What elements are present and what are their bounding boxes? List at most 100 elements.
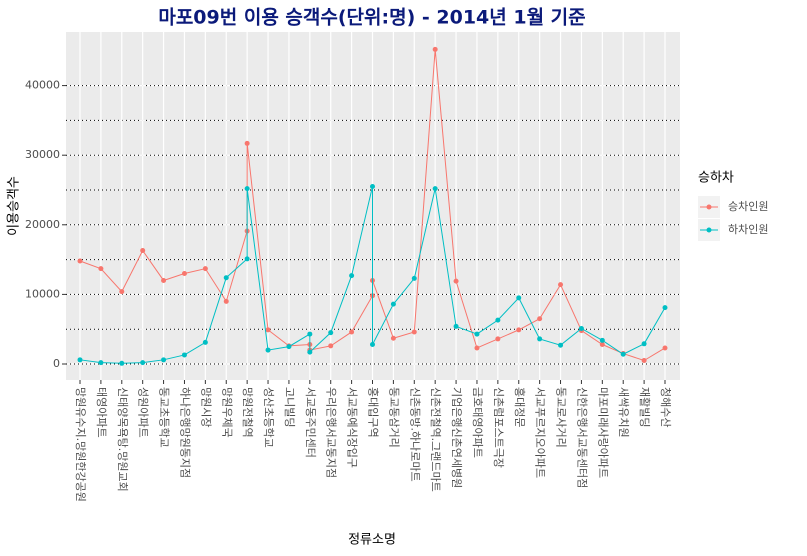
x-tick-label: 서교동주민센터 <box>304 387 317 458</box>
data-point <box>411 329 417 335</box>
x-tick-label: 망원우체국 <box>220 387 233 438</box>
data-point <box>537 336 543 342</box>
data-point <box>474 331 480 337</box>
data-point <box>537 316 543 322</box>
x-tick-label: 신한은행서교동센터점 <box>575 387 588 488</box>
data-point <box>578 325 584 331</box>
x-tick-label: 새싹유치원 <box>617 387 630 438</box>
data-point <box>202 266 208 272</box>
data-point <box>265 347 271 353</box>
y-axis-label: 이용승객수 <box>7 176 22 236</box>
data-point <box>349 329 355 335</box>
data-point <box>558 282 564 288</box>
legend-label: 하차인원 <box>728 222 768 236</box>
data-point <box>411 275 417 281</box>
x-tick-label: 신태양목욕탕.망원교회 <box>116 387 129 492</box>
data-point <box>370 342 375 348</box>
data-point <box>432 46 438 52</box>
x-tick-label: 성산초등학교 <box>262 387 275 448</box>
data-point <box>161 357 167 363</box>
x-tick-label: 신촌동방.하나로마트 <box>408 387 422 482</box>
x-tick-label: 금호태영아파트 <box>471 387 484 458</box>
series-line <box>79 186 666 364</box>
data-point <box>181 352 187 358</box>
data-point <box>140 248 146 254</box>
y-tick-label: 20000 <box>25 218 60 231</box>
y-tick-label: 40000 <box>25 79 60 92</box>
data-point <box>390 335 396 341</box>
data-point <box>599 342 605 348</box>
x-tick-label: 우리은행서교동지점 <box>325 387 338 478</box>
x-tick-label: 동교초등학교 <box>158 387 171 448</box>
data-point <box>662 305 668 311</box>
data-point <box>77 258 83 264</box>
data-point <box>558 342 564 348</box>
x-tick-label: 하나은행망원동지점 <box>178 387 192 478</box>
data-point <box>662 345 668 351</box>
legend-title: 승하차 <box>698 171 734 186</box>
x-tick-label: 신촌럼포스트극장 <box>492 387 505 468</box>
data-point <box>244 256 250 262</box>
data-point <box>432 186 438 192</box>
x-tick-label: 태영아파트 <box>95 387 108 438</box>
data-point <box>516 327 522 333</box>
x-tick-label: 동교동삼거리 <box>387 387 400 448</box>
data-point <box>516 295 522 301</box>
x-tick-label: 청해수산 <box>659 387 673 427</box>
data-point <box>599 337 605 343</box>
y-tick-label: 0 <box>53 357 60 370</box>
series-line <box>79 49 666 362</box>
data-point <box>495 336 501 342</box>
data-point <box>641 341 647 347</box>
data-point <box>453 323 459 329</box>
legend-point <box>706 227 712 233</box>
legend-point <box>706 204 712 210</box>
data-point <box>98 360 104 366</box>
data-point <box>140 360 146 366</box>
data-point <box>181 271 187 277</box>
data-point <box>495 317 501 323</box>
x-tick-label: 홍대정문 <box>513 387 527 427</box>
y-tick-label: 10000 <box>25 287 60 300</box>
data-point <box>161 277 167 283</box>
x-tick-label: 성원아파트 <box>137 387 150 438</box>
x-axis-label: 정류소명 <box>348 533 396 548</box>
legend-label: 승차인원 <box>728 200 768 213</box>
x-tick-label: 마포미래사랑아파트 <box>596 387 609 478</box>
data-point <box>119 289 125 295</box>
x-tick-label: 신촌전철역.그랜드마트 <box>429 387 442 492</box>
data-point <box>390 301 396 307</box>
x-tick-label: 기업은행신촌연세병원 <box>450 387 463 488</box>
data-point <box>349 273 355 279</box>
data-point <box>223 298 229 304</box>
x-tick-label: 고니빌딩 <box>283 387 296 427</box>
x-tick-label: 망원유수지.망원한강공원 <box>74 387 87 502</box>
x-tick-label: 재활빌딩 <box>638 387 652 427</box>
data-point <box>265 327 271 333</box>
data-point <box>641 358 647 364</box>
data-point <box>453 278 459 284</box>
data-point <box>244 186 250 192</box>
data-point <box>202 339 208 345</box>
data-point <box>328 330 334 336</box>
data-point <box>307 349 313 355</box>
x-tick-label: 망원시장 <box>199 387 212 427</box>
data-point <box>244 140 250 146</box>
chart-title: 마포09번 이용 승객수(단위:명) - 2014년 1월 기준 <box>158 7 585 29</box>
data-point <box>98 266 104 272</box>
x-tick-label: 서교푸르지오아파트 <box>534 387 547 478</box>
y-tick-label: 30000 <box>25 148 60 161</box>
x-tick-label: 홍대입구역 <box>367 387 381 438</box>
data-point <box>119 360 125 366</box>
x-tick-label: 서교동예식장입구 <box>346 387 359 468</box>
data-point <box>474 345 480 351</box>
data-point <box>370 184 375 190</box>
data-point <box>307 331 313 337</box>
x-tick-label: 망원전철역 <box>241 387 254 438</box>
data-point <box>620 351 626 357</box>
data-point <box>328 343 334 349</box>
data-point <box>77 357 83 363</box>
x-tick-label: 동교로사거리 <box>555 387 568 448</box>
data-point <box>223 275 229 281</box>
